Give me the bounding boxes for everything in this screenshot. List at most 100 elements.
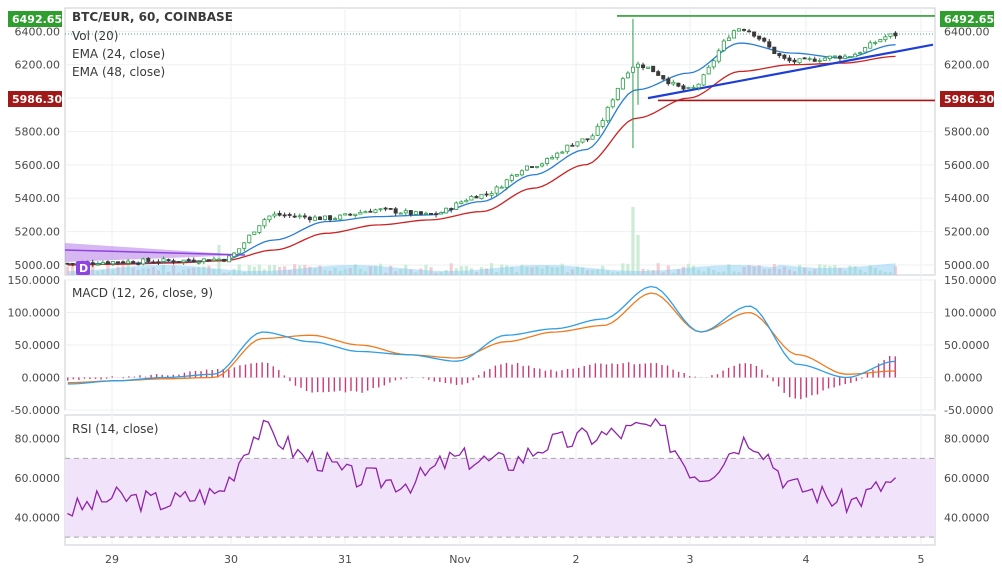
candle-body: [615, 87, 620, 101]
candle-body: [706, 66, 711, 75]
candle-body: [736, 28, 741, 32]
volume-bar: [651, 269, 655, 275]
volume-bar: [197, 267, 201, 275]
candle-body: [726, 37, 731, 41]
volume-bar: [530, 267, 534, 275]
volume-bar: [227, 272, 231, 275]
rsi-band: [65, 458, 935, 538]
candle-body: [408, 210, 413, 215]
macd-tick-right: 50.0000: [944, 339, 990, 352]
volume-bar: [833, 264, 837, 275]
candle-layer: [65, 18, 898, 268]
volume-bar: [126, 263, 130, 275]
candle-body: [858, 52, 863, 54]
candle-body: [590, 135, 595, 140]
candle-body: [535, 166, 540, 168]
price-tag-mid-right: 5986.30: [940, 91, 994, 107]
candle-body: [348, 213, 353, 216]
candle-body: [191, 259, 196, 263]
legend-volume: Vol (20): [72, 29, 118, 43]
volume-bar: [702, 271, 706, 275]
volume-bar: [823, 264, 827, 275]
candle-body: [585, 138, 590, 141]
candle-body: [338, 214, 343, 220]
volume-bar: [883, 271, 887, 275]
volume-bar: [424, 264, 428, 275]
candle-body: [333, 218, 338, 220]
candle-body: [403, 210, 408, 214]
volume-bar: [762, 269, 766, 275]
rsi-label: RSI (14, close): [72, 422, 158, 436]
svg-text:D: D: [79, 262, 88, 275]
volume-bar: [247, 265, 251, 275]
candle-body: [762, 37, 767, 42]
candle-body: [388, 208, 393, 210]
candle-body: [686, 87, 691, 89]
volume-bar: [454, 268, 458, 275]
candle-body: [247, 234, 252, 244]
candle-body: [509, 175, 514, 181]
volume-bar: [560, 263, 564, 275]
volume-bar: [505, 265, 509, 275]
volume-bar: [676, 269, 680, 275]
candle-body: [807, 58, 812, 61]
volume-bar: [646, 269, 650, 275]
x-tick-label: 31: [338, 553, 352, 566]
volume-bar: [525, 266, 529, 275]
price-tick-left: 5200.00: [15, 226, 61, 239]
candle-body: [287, 214, 292, 216]
candle-body: [368, 210, 373, 213]
volume-bar: [419, 268, 423, 275]
candle-body: [358, 211, 363, 215]
legend-ema24: EMA (24, close): [72, 47, 165, 61]
candle-body: [439, 212, 444, 215]
volume-bar: [545, 265, 549, 275]
macd-tick-right: 100.0000: [944, 307, 997, 320]
candle-body: [731, 30, 736, 39]
volume-bar: [500, 264, 504, 275]
volume-bar: [389, 265, 393, 275]
marker-line: [64, 249, 246, 256]
candle-body: [691, 86, 696, 89]
volume-bar: [136, 270, 140, 275]
price-tick-right: 5600.00: [944, 159, 990, 172]
macd-line: [67, 285, 896, 385]
candle-body: [151, 261, 156, 264]
volume-bar: [797, 264, 802, 275]
volume-bar: [161, 264, 166, 275]
volume-layer: [65, 207, 898, 275]
candle-body: [711, 60, 716, 68]
volume-bar: [277, 266, 282, 275]
volume-bar: [772, 264, 776, 275]
svg-text:5986.30: 5986.30: [12, 93, 62, 106]
volume-bar: [656, 263, 660, 275]
candle-body: [413, 211, 418, 215]
candle-body: [555, 152, 560, 158]
volume-bar: [399, 269, 403, 275]
price-tag-top-left: 6492.65: [8, 11, 62, 27]
candle-body: [514, 174, 519, 177]
volume-bar: [70, 263, 75, 275]
candle-body: [671, 81, 676, 85]
marker-d-badge[interactable]: D: [76, 261, 90, 275]
marker-layer: [64, 243, 246, 262]
candle-body: [636, 63, 641, 68]
candle-body: [777, 52, 782, 57]
volume-bar: [394, 271, 398, 275]
volume-bar: [171, 265, 176, 275]
volume-bar: [757, 265, 761, 275]
candle-body: [479, 193, 484, 200]
candle-body: [65, 262, 70, 265]
volume-bar: [101, 269, 105, 275]
rsi-line: [67, 417, 897, 517]
volume-bar: [272, 265, 277, 275]
candle-body: [701, 74, 706, 86]
volume-bar: [383, 272, 388, 275]
volume-bar: [262, 269, 267, 275]
volume-bar: [813, 269, 817, 275]
volume-bar: [782, 266, 787, 275]
macd-signal-line: [67, 292, 896, 384]
volume-bar: [858, 269, 862, 275]
